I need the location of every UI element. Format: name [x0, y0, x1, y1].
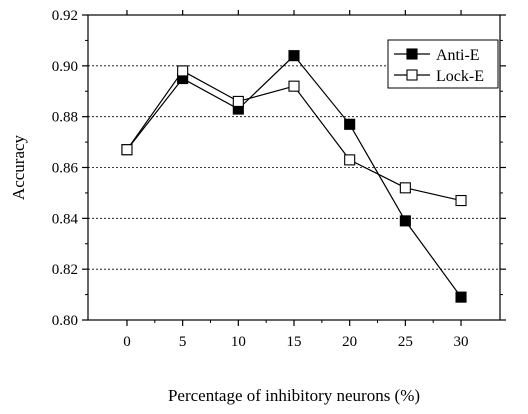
legend-box — [387, 39, 499, 89]
series-line-anti-e — [126, 54, 462, 298]
legend-marker-anti-e — [406, 48, 418, 60]
y-axis-title: Accuracy — [9, 134, 28, 200]
x-tick-label: 20 — [342, 334, 357, 350]
data-point-lock-e — [232, 95, 244, 107]
legend-label-anti-e: Anti-E — [436, 47, 480, 64]
y-tick-label: 0.84 — [52, 211, 79, 227]
x-tick-label: 5 — [179, 334, 187, 350]
y-tick-label: 0.88 — [52, 110, 78, 126]
legend-marker-lock-e — [406, 69, 418, 81]
y-tick-label: 0.80 — [52, 313, 78, 329]
legend-label-lock-e: Lock-E — [436, 68, 484, 85]
axis-ticks: 0.80 0.82 0.84 0.86 0.88 0.90 0.92 0 5 10 15 20 25 30 — [52, 8, 506, 350]
y-tick-label: 0.86 — [52, 161, 79, 177]
data-point-lock-e — [344, 154, 356, 166]
data-point-lock-e — [399, 182, 411, 194]
data-point-anti-e — [344, 118, 356, 130]
data-series — [121, 50, 467, 303]
y-tick-label: 0.92 — [52, 8, 78, 24]
x-tick-label: 25 — [398, 334, 413, 350]
data-point-lock-e — [288, 80, 300, 92]
x-axis-title: Percentage of inhibitory neurons (%) — [168, 386, 420, 405]
data-point-anti-e — [455, 291, 467, 303]
x-tick-label: 30 — [454, 334, 469, 350]
legend: Anti-E Lock-E — [387, 39, 499, 89]
data-point-lock-e — [455, 194, 467, 207]
x-tick-label: 15 — [287, 334, 302, 350]
x-tick-label: 0 — [123, 334, 131, 350]
data-point-lock-e — [121, 144, 133, 156]
data-point-anti-e — [288, 50, 300, 62]
gridlines — [88, 65, 500, 270]
y-tick-label: 0.90 — [52, 59, 78, 75]
y-tick-label: 0.82 — [52, 262, 78, 278]
data-point-lock-e — [177, 65, 189, 77]
data-point-anti-e — [399, 215, 411, 227]
x-tick-label: 10 — [231, 334, 246, 350]
